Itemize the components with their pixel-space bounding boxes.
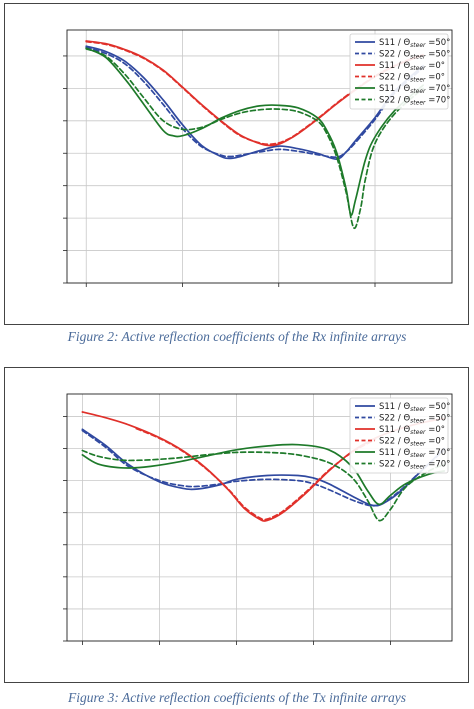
axes-frame [66,29,453,284]
legend: S11 / Θsteer =50°S22 / Θsteer =50°S11 / … [349,397,450,474]
legend-label: S22 / Θsteer =50° [379,50,450,61]
legend-label: S11 / Θsteer =50° [379,402,450,413]
legend-label: S22 / Θsteer =0° [379,437,445,448]
series-line-3 [135,427,376,521]
legend-label: S11 / Θsteer =70° [379,84,450,95]
rx-chart-panel: S11 / Θsteer =50° S22 / Θsteer =50° S11 / … [4,3,469,325]
legend: S11 / Θsteer =50°S22 / Θsteer =50°S11 / … [349,33,450,110]
tx-figure-caption: Figure 3: Active reflection coefficients… [67,690,407,705]
series-line-4 [81,443,446,506]
series-group [81,411,446,522]
legend-label: S22 / Θsteer =70° [379,96,450,107]
legend-label: S22 / Θsteer =70° [379,460,450,471]
series-line-5 [81,449,446,522]
legend-label: S11 / Θsteer =0° [379,425,445,436]
tx-chart-svg: S11 / Θsteer =50°S22 / Θsteer =50°S11 / … [63,393,453,645]
tx-chart-panel: S11 / Θsteer =50° S22 / Θsteer =50° S11 / … [4,367,469,683]
rx-figure-caption: Figure 2: Active reflection coefficients… [67,329,407,344]
series-line-4 [85,47,424,216]
legend-label: S22 / Θsteer =0° [379,73,445,84]
series-line-3 [85,40,424,146]
axes-frame [66,393,453,642]
legend-label: S22 / Θsteer =50° [379,414,450,425]
series-line-1 [85,46,424,159]
rx-chart-svg: S11 / Θsteer =50°S22 / Θsteer =50°S11 / … [63,29,453,287]
legend-label: S11 / Θsteer =70° [379,448,450,459]
legend-label: S11 / Θsteer =0° [379,61,445,72]
legend-label: S11 / Θsteer =50° [379,38,450,49]
series-line-5 [85,47,424,230]
